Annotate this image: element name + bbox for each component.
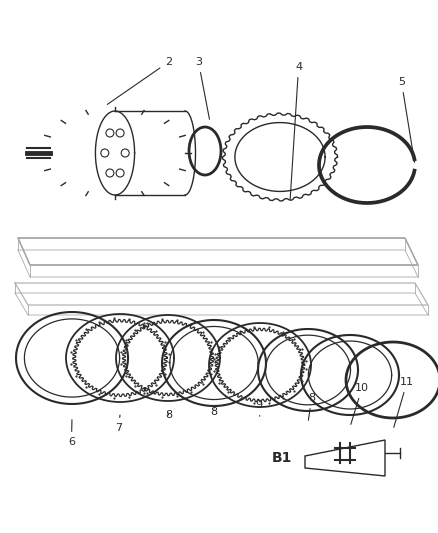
Text: 8: 8 xyxy=(165,410,172,420)
Text: 8: 8 xyxy=(308,393,315,420)
Text: 2: 2 xyxy=(107,57,172,104)
Text: 5: 5 xyxy=(398,77,414,162)
Text: 4: 4 xyxy=(290,62,302,199)
Text: 9: 9 xyxy=(255,400,262,416)
Text: 11: 11 xyxy=(394,377,414,427)
Text: 7: 7 xyxy=(115,415,122,433)
Text: 6: 6 xyxy=(68,420,75,447)
Text: B1: B1 xyxy=(272,451,292,465)
Text: 8: 8 xyxy=(210,407,217,417)
Text: 3: 3 xyxy=(195,57,209,119)
Text: 10: 10 xyxy=(351,383,369,424)
